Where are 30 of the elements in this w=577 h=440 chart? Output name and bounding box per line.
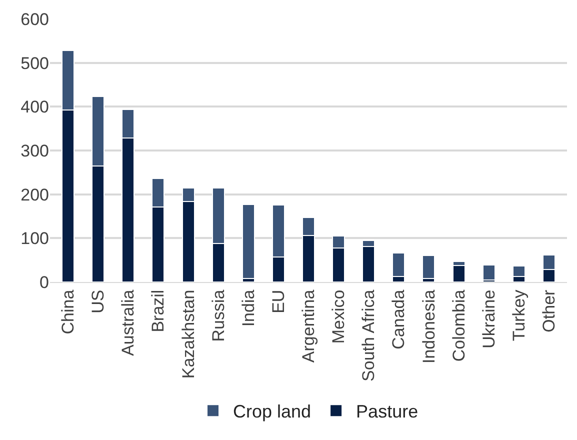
y-tick-label: 200 [20,185,49,204]
y-tick-label: 0 [40,272,49,292]
x-tick-label: Brazil [148,290,168,332]
legend-label: Pasture [356,402,418,422]
y-tick-label: 400 [20,98,49,117]
x-tick-label: Ukraine [479,290,498,348]
x-tick-label: India [238,289,258,327]
x-tick-label: Argentina [299,289,318,363]
bar [242,204,255,279]
y-tick-label: 500 [20,54,49,73]
bar [482,264,496,280]
x-tick-label: Turkey [509,289,528,342]
x-tick-label: US [88,290,108,314]
y-tick-label: 600 [20,10,49,29]
x-tick-label: Russia [208,289,228,342]
bar [422,255,436,279]
x-tick-label: Mexico [329,290,348,344]
y-tick-label: 300 [20,141,49,160]
bar [452,264,466,282]
x-tick-label: Canada [389,289,408,350]
x-tick-label: Kazakhstan [178,290,198,379]
x-tick-label: Colombia [449,289,468,362]
x-tick-label: Indonesia [419,289,438,364]
x-tick-label: Other [539,289,558,332]
x-tick-label: Australia [118,289,138,356]
x-tick-label: China [58,289,78,334]
x-tick-label: South Africa [359,289,378,382]
x-tick-label: EU [268,290,288,314]
y-tick-label: 100 [20,229,49,248]
legend-label: Crop land [233,402,312,422]
